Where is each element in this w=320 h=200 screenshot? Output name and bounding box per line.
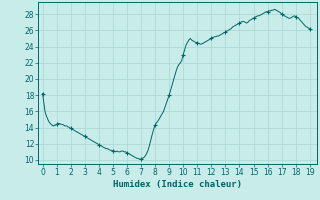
X-axis label: Humidex (Indice chaleur): Humidex (Indice chaleur) (113, 180, 242, 189)
